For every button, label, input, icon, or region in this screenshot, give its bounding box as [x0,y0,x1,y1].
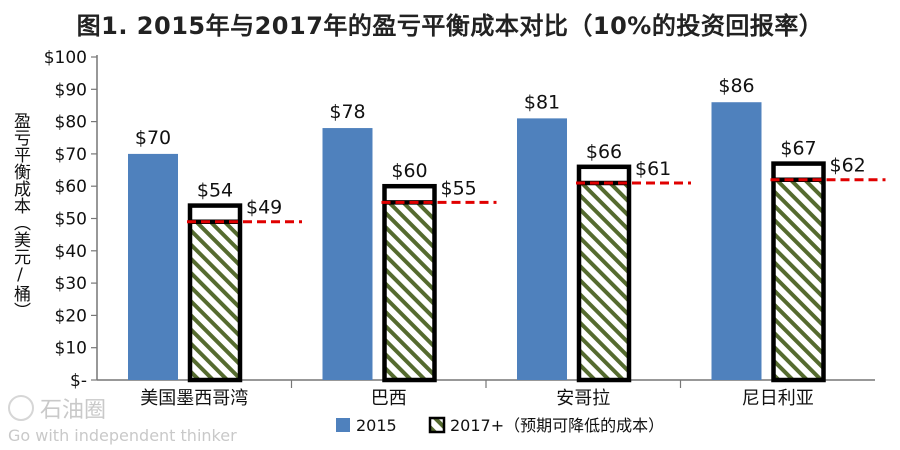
data-label-reduced: $61 [635,158,671,180]
legend-swatch-2017 [428,416,446,434]
data-label-2017: $66 [586,141,622,163]
data-label-2015: $81 [524,91,560,113]
data-label-2017: $54 [197,180,233,202]
data-label-2017: $60 [391,160,427,182]
y-tick-label: $10 [55,339,87,359]
bar-2017-hatched [384,202,435,380]
bar-2017-outline [187,203,243,383]
data-label-2015: $78 [329,101,365,123]
y-axis-label: 盈亏平衡成本（美元/桶） [10,112,30,319]
bar-2015 [128,153,178,380]
watermark-brand: 石油圈 [40,398,107,423]
bar-2015 [711,102,762,380]
y-tick-label: $70 [55,145,87,165]
watermark-logo-icon [8,395,34,421]
legend-label-2015: 2015 [356,416,397,435]
x-tick-label: 尼日利亚 [742,388,814,409]
x-tick-label: 美国墨西哥湾 [140,388,248,409]
chart-title: 图1. 2015年与2017年的盈亏平衡成本对比（10%的投资回报率） [76,12,824,40]
bar-2017-outline [576,164,632,383]
bar-2017-hatched [579,182,629,380]
legend-swatch-2015 [336,418,350,432]
y-tick-label: $90 [55,80,87,100]
y-tick-label: $100 [44,48,87,68]
data-label-reduced: $62 [830,155,866,177]
bar-2017-outline [771,161,826,383]
y-tick-label: $50 [55,210,87,230]
bar-2017-hatched [773,179,824,380]
legend-label-2017: 2017+（预期可降低的成本） [450,416,664,435]
y-tick-label: $30 [55,274,87,294]
data-label-reduced: $55 [441,177,477,199]
data-label-2017: $67 [780,138,816,160]
y-tick-label: $20 [55,306,87,326]
y-tick-label: $60 [55,177,87,197]
watermark-slogan: Go with independent thinker [8,426,237,445]
x-tick-label: 安哥拉 [556,388,610,409]
y-tick-label: $80 [55,113,87,133]
bar-2017-hatched [190,221,240,380]
bar-2015 [517,118,567,381]
watermark: 石油圈 Go with independent thinker [8,392,237,445]
y-tick-label: $40 [55,242,87,262]
y-tick-label: $- [70,371,87,391]
data-label-2015: $70 [135,127,171,149]
data-label-2015: $86 [718,75,754,97]
x-tick-label: 巴西 [371,388,407,409]
data-label-reduced: $49 [246,197,282,219]
bar-2015 [322,128,373,380]
bar-2017-outline [382,183,437,383]
